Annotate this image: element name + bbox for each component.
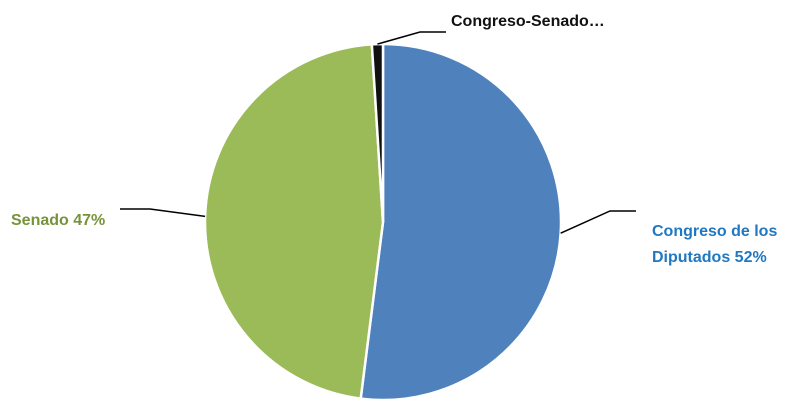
data-label-line: Congreso-Senado… [451, 13, 605, 30]
data-label-congreso-de-los-diputados: Congreso de los Diputados 52% [652, 223, 777, 266]
leader-line-congreso-de-los-diputados [560, 210, 636, 234]
leader-line-congreso-senado [377, 31, 446, 45]
pie-slice-congreso-de-los-diputados [359, 42, 563, 402]
data-label-line: Diputados 52% [652, 249, 767, 266]
pie-slice-congreso-senado [370, 42, 385, 223]
leader-line-senado [120, 208, 206, 218]
pie-slice-senado [203, 43, 385, 400]
data-label-senado: Senado 47% [11, 212, 105, 229]
slices-layer [203, 42, 563, 402]
leader-lines-layer [120, 31, 636, 234]
labels-layer: Congreso de los Diputados 52% Senado 47% Co… [11, 13, 777, 266]
data-label-line: Congreso de los [652, 223, 777, 240]
data-label-line: Senado 47% [11, 212, 105, 229]
data-label-congreso-senado: Congreso-Senado… [451, 13, 605, 30]
